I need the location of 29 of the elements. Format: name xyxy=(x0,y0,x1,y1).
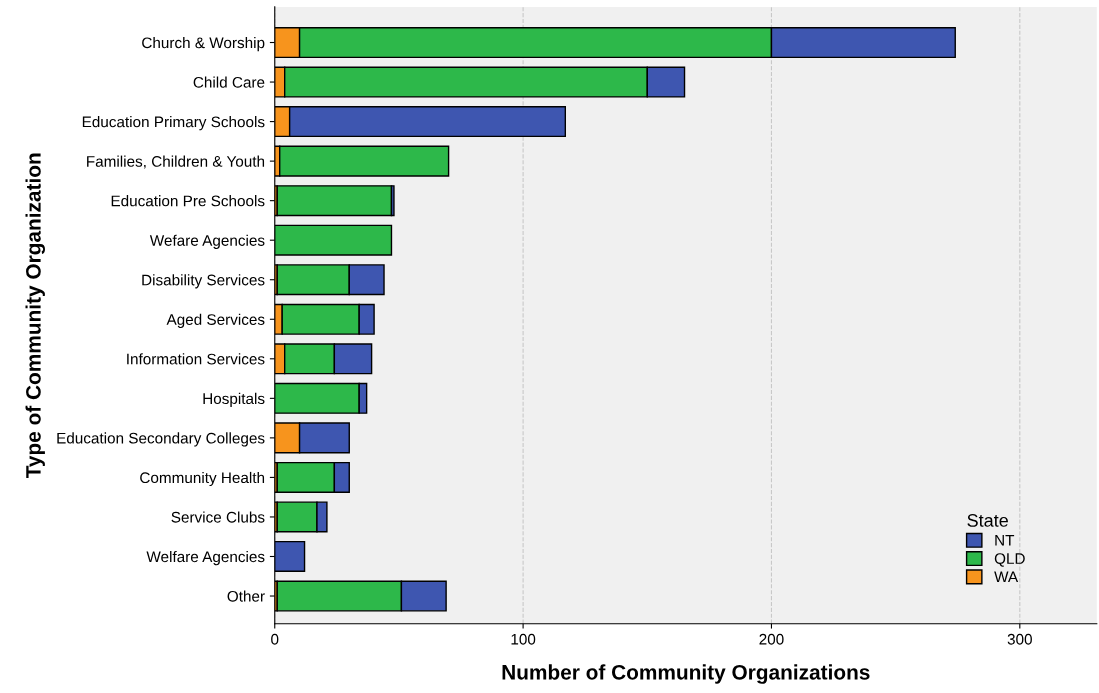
bar xyxy=(274,224,393,256)
x-axis-title: Number of Community Organizations xyxy=(502,664,870,684)
y-tick-label: Education Secondary Colleges xyxy=(57,432,265,447)
y-tick-label: Wefare Agencies xyxy=(149,234,265,249)
x-tick-label: 100 xyxy=(511,633,536,645)
y-tick-label: Welfare Agencies xyxy=(146,550,265,566)
y-tick-label: Disability Services xyxy=(142,274,265,289)
legend-label: WA xyxy=(994,571,1019,583)
y-tick-label: Other xyxy=(227,590,265,602)
y-tick-label: Information Services xyxy=(127,353,265,365)
bar xyxy=(276,185,393,217)
y-tick-label: Child Care xyxy=(193,76,265,88)
y-tick-label: Community Health xyxy=(140,471,265,487)
legend-title: State xyxy=(967,514,1008,527)
y-tick-label: Families, Children & Youth xyxy=(87,155,265,169)
y-tick-label: Aged Services xyxy=(166,313,265,328)
y-axis-title: Type of Community Organization xyxy=(25,153,45,479)
y-tick-label: Church & Worship xyxy=(142,36,265,52)
x-tick-label: 200 xyxy=(759,633,784,645)
y-tick-label: Hospitals xyxy=(203,392,265,408)
y-tick-label: Service Clubs xyxy=(171,511,265,523)
y-tick-label: Education Primary Schools xyxy=(82,116,265,131)
bar xyxy=(274,540,306,573)
bar xyxy=(279,145,450,177)
x-tick-label: 0 xyxy=(271,633,279,645)
legend-label: QLD xyxy=(994,553,1025,567)
x-tick-label: 300 xyxy=(1007,633,1032,645)
legend-label: NT xyxy=(995,535,1015,546)
y-tick-label: Education Pre Schools xyxy=(111,195,265,207)
